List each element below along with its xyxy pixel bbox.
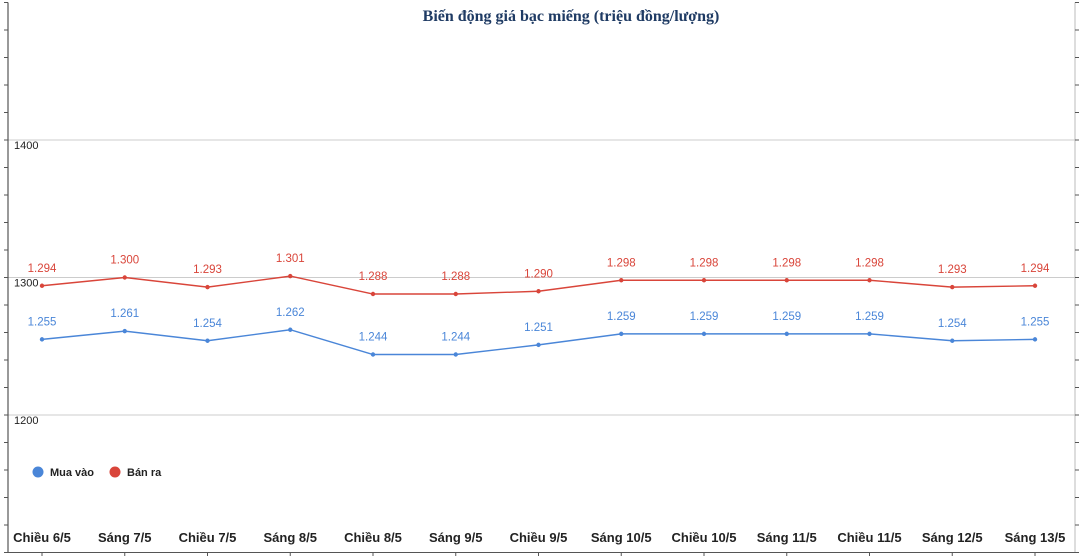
data-label: 1.259 <box>772 311 801 323</box>
data-point <box>701 278 707 283</box>
x-tick-label: Sáng 8/5 <box>264 530 317 545</box>
data-label: 1.300 <box>110 255 139 267</box>
data-label: 1.261 <box>110 308 139 320</box>
legend: Mua vào Bán ra <box>32 466 162 479</box>
data-point <box>39 283 45 288</box>
data-labels: 1.255 1.261 1.254 1.262 1.244 1.244 1.251 1.259… <box>28 253 1050 343</box>
data-point <box>867 278 872 283</box>
x-tick-label: Sáng 10/5 <box>591 530 652 545</box>
data-point <box>370 291 376 297</box>
data-label: 1.298 <box>855 257 884 269</box>
data-label: 1.290 <box>524 268 553 280</box>
x-tick-label: Chiều 6/5 <box>13 530 71 545</box>
data-point <box>536 289 541 294</box>
data-point <box>950 338 955 343</box>
data-point <box>453 291 458 297</box>
y-tick-label: 1200 <box>14 415 38 427</box>
data-point <box>39 337 45 342</box>
data-point <box>784 278 789 283</box>
series-lines <box>39 273 1038 357</box>
legend-marker <box>32 466 44 478</box>
data-point <box>950 284 955 290</box>
data-point <box>1032 337 1038 342</box>
data-point <box>370 352 376 357</box>
data-label: 1.255 <box>1021 316 1050 328</box>
data-point <box>205 284 210 290</box>
x-tick-label: Sáng 11/5 <box>757 530 817 545</box>
data-point <box>288 327 293 332</box>
x-tick-label: Chiều 11/5 <box>837 530 901 545</box>
x-tick-label: Sáng 12/5 <box>922 530 983 545</box>
legend-marker <box>109 466 121 478</box>
data-label: 1.301 <box>276 253 305 265</box>
legend-label: Mua vào <box>50 467 94 479</box>
x-tick-label: Chiều 10/5 <box>671 530 736 545</box>
data-point <box>701 331 707 337</box>
legend-label: Bán ra <box>127 467 162 479</box>
data-label: 1.298 <box>690 257 719 269</box>
data-point <box>122 275 127 280</box>
x-tick-label: Sáng 9/5 <box>429 530 482 545</box>
data-label: 1.294 <box>1021 263 1050 275</box>
axes: 1200 1300 1400 Chiều 6/5 Sáng 7/5 Chiều 7/5 Sá… <box>4 2 1079 556</box>
data-label: 1.262 <box>276 307 305 319</box>
data-point <box>784 331 789 337</box>
data-point <box>122 328 127 334</box>
data-label: 1.254 <box>938 318 967 330</box>
data-label: 1.288 <box>441 271 470 283</box>
data-point <box>867 331 872 337</box>
data-label: 1.288 <box>359 271 388 283</box>
data-label: 1.298 <box>772 257 801 269</box>
data-label: 1.293 <box>193 264 222 276</box>
x-tick-label: Sáng 7/5 <box>98 530 151 545</box>
y-tick-label: 1400 <box>14 140 38 152</box>
data-label: 1.259 <box>855 311 884 323</box>
data-label: 1.244 <box>441 332 470 344</box>
x-tick-label: Chiều 8/5 <box>344 530 402 545</box>
data-label: 1.259 <box>690 311 719 323</box>
data-label: 1.298 <box>607 257 636 269</box>
data-label: 1.294 <box>28 263 57 275</box>
data-point <box>205 338 210 343</box>
chart-title: Biến động giá bạc miếng (triệu đồng/lượn… <box>423 8 720 25</box>
data-point <box>536 342 541 348</box>
x-tick-label: Sáng 13/5 <box>1005 530 1066 545</box>
data-label: 1.244 <box>359 332 388 344</box>
gridlines <box>8 139 1075 416</box>
x-tick-label: Chiều 7/5 <box>179 530 237 545</box>
data-point <box>619 331 624 337</box>
data-point <box>1032 283 1038 288</box>
y-tick-label: 1300 <box>14 278 38 290</box>
data-point <box>619 278 624 283</box>
data-label: 1.255 <box>28 316 57 328</box>
data-label: 1.251 <box>524 322 553 334</box>
data-label: 1.259 <box>607 311 636 323</box>
data-label: 1.293 <box>938 264 967 276</box>
data-point <box>453 352 458 357</box>
x-tick-label: Chiều 9/5 <box>510 530 568 545</box>
data-label: 1.254 <box>193 318 222 330</box>
data-point <box>288 273 293 279</box>
